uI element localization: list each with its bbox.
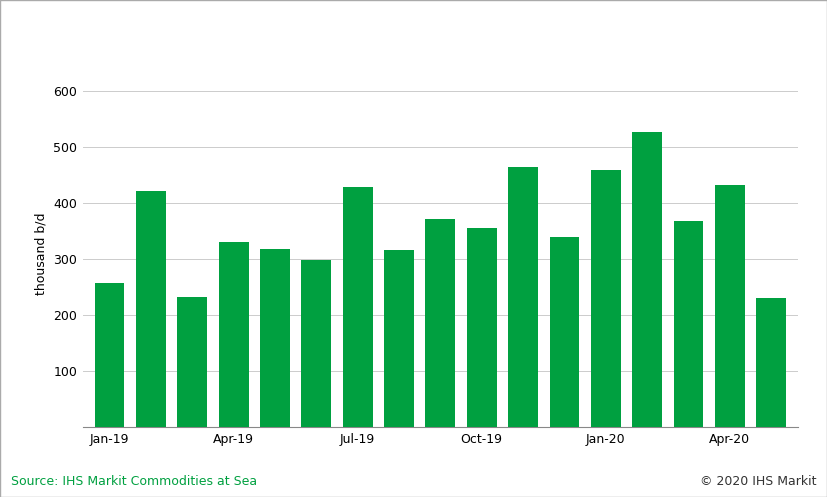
- Bar: [549, 237, 580, 427]
- Bar: [177, 297, 207, 427]
- Y-axis label: thousand b/d: thousand b/d: [35, 212, 48, 295]
- Bar: [425, 219, 455, 427]
- Bar: [260, 249, 289, 427]
- Bar: [136, 191, 165, 427]
- Bar: [384, 249, 414, 427]
- Bar: [673, 221, 703, 427]
- Bar: [342, 187, 372, 427]
- Bar: [466, 228, 496, 427]
- Bar: [715, 185, 745, 427]
- Bar: [508, 167, 538, 427]
- Text: © 2020 IHS Markit: © 2020 IHS Markit: [700, 475, 816, 488]
- Bar: [301, 259, 331, 427]
- Bar: [632, 132, 662, 427]
- Bar: [756, 298, 786, 427]
- Text: Source: IHS Markit Commodities at Sea: Source: IHS Markit Commodities at Sea: [11, 475, 257, 488]
- Bar: [94, 283, 124, 427]
- Bar: [218, 242, 249, 427]
- Text: South Korean Imports of US Crude Oil: South Korean Imports of US Crude Oil: [11, 32, 426, 51]
- Bar: [590, 170, 620, 427]
